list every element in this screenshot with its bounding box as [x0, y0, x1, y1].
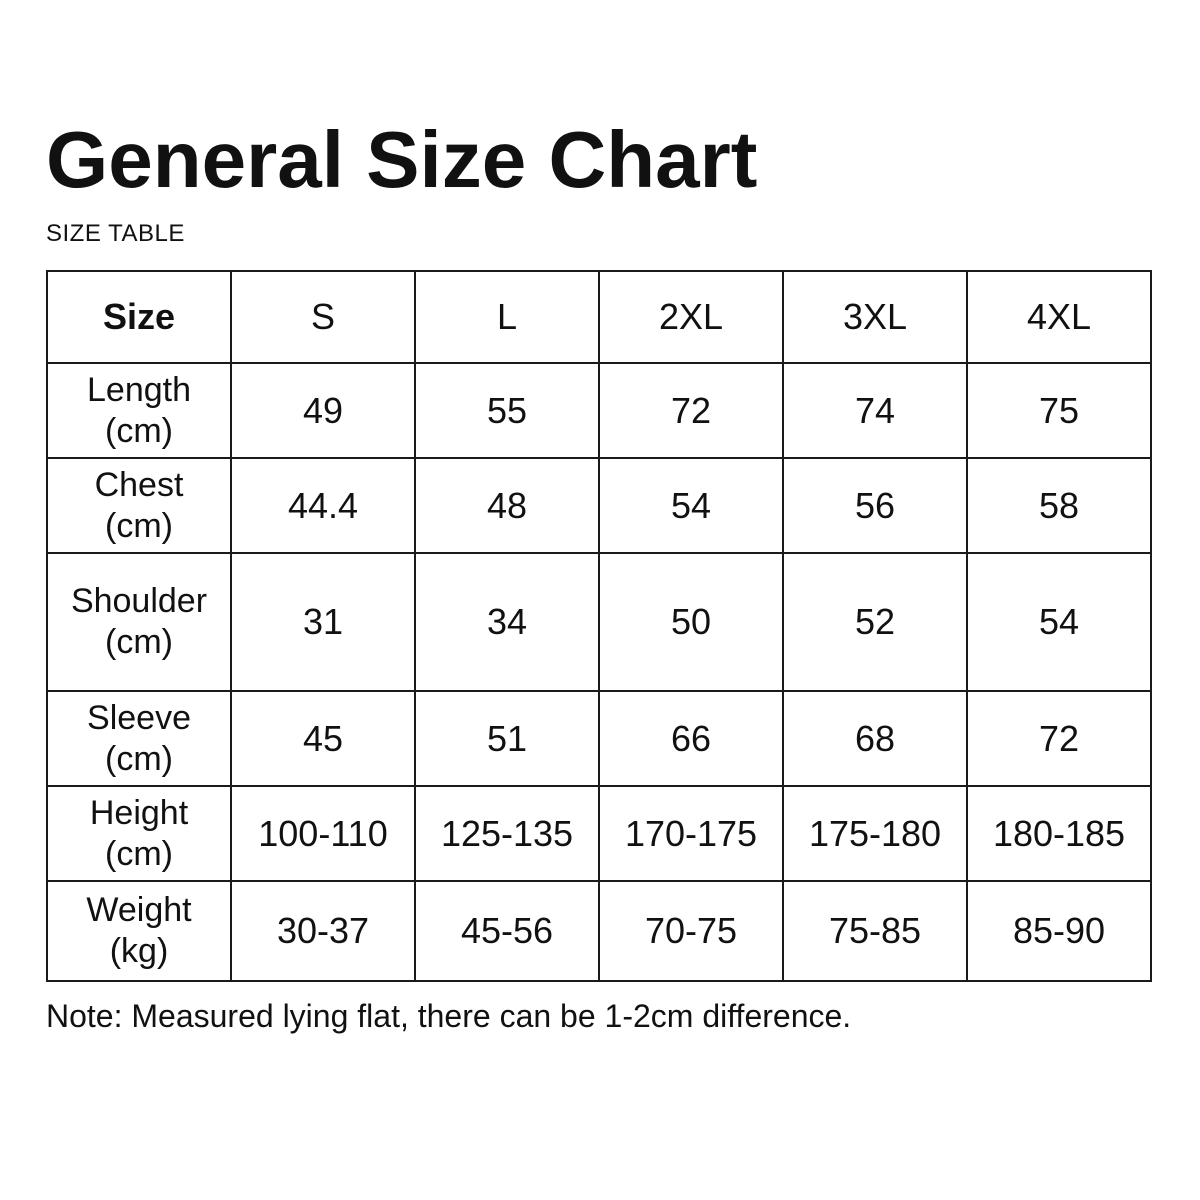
value-cell-shoulder-s: 31 [230, 552, 416, 692]
value-cell-weight-s: 30-37 [230, 880, 416, 982]
row-label-weight: Weight (kg) [46, 880, 232, 982]
page-subtitle: SIZE TABLE [46, 220, 185, 247]
value-cell-sleeve-l: 51 [414, 690, 600, 787]
value-cell-chest-4xl: 58 [966, 457, 1152, 554]
header-cell-size: Size [46, 270, 232, 364]
size-table: Size S L 2XL 3XL 4XL Length (cm) 49 55 72 74 75 Ches… [46, 270, 1152, 982]
value-cell-chest-3xl: 56 [782, 457, 968, 554]
value-cell-sleeve-4xl: 72 [966, 690, 1152, 787]
value-cell-shoulder-l: 34 [414, 552, 600, 692]
table-row-sleeve: Sleeve (cm) 45 51 66 68 72 [46, 690, 1152, 787]
value-cell-chest-l: 48 [414, 457, 600, 554]
table-row-weight: Weight (kg) 30-37 45-56 70-75 75-85 85-90 [46, 880, 1152, 982]
value-cell-height-2xl: 170-175 [598, 785, 784, 882]
row-label-unit: (cm) [105, 506, 173, 545]
value-cell-shoulder-4xl: 54 [966, 552, 1152, 692]
value-cell-height-s: 100-110 [230, 785, 416, 882]
value-cell-sleeve-s: 45 [230, 690, 416, 787]
size-table-header-row: Size S L 2XL 3XL 4XL [46, 270, 1152, 364]
row-label-name: Shoulder [70, 582, 208, 621]
header-cell-2xl: 2XL [598, 270, 784, 364]
value-cell-weight-3xl: 75-85 [782, 880, 968, 982]
row-label-unit: (kg) [109, 932, 169, 970]
value-cell-chest-s: 44.4 [230, 457, 416, 554]
size-table-body: Length (cm) 49 55 72 74 75 Chest (cm) 44.4 48 54 56 5… [46, 362, 1152, 982]
value-cell-chest-2xl: 54 [598, 457, 784, 554]
row-label-chest: Chest (cm) [46, 457, 232, 554]
row-label-shoulder: Shoulder (cm) [46, 552, 232, 692]
value-cell-weight-l: 45-56 [414, 880, 600, 982]
table-row-length: Length (cm) 49 55 72 74 75 [46, 362, 1152, 459]
page-title: General Size Chart [46, 115, 758, 204]
header-cell-3xl: 3XL [782, 270, 968, 364]
value-cell-shoulder-3xl: 52 [782, 552, 968, 692]
value-cell-sleeve-3xl: 68 [782, 690, 968, 787]
value-cell-height-4xl: 180-185 [966, 785, 1152, 882]
header-cell-l: L [414, 270, 600, 364]
row-label-name: Chest [94, 465, 184, 504]
value-cell-sleeve-2xl: 66 [598, 690, 784, 787]
value-cell-weight-4xl: 85-90 [966, 880, 1152, 982]
value-cell-shoulder-2xl: 50 [598, 552, 784, 692]
row-label-name: Weight [86, 891, 192, 930]
value-cell-length-3xl: 74 [782, 362, 968, 459]
table-row-height: Height (cm) 100-110 125-135 170-175 175-180 18… [46, 785, 1152, 882]
row-label-length: Length (cm) [46, 362, 232, 459]
row-label-sleeve: Sleeve (cm) [46, 690, 232, 787]
header-cell-4xl: 4XL [966, 270, 1152, 364]
value-cell-length-4xl: 75 [966, 362, 1152, 459]
row-label-unit: (cm) [105, 834, 173, 873]
table-row-shoulder: Shoulder (cm) 31 34 50 52 54 [46, 552, 1152, 692]
row-label-unit: (cm) [105, 739, 173, 778]
value-cell-length-l: 55 [414, 362, 600, 459]
value-cell-length-2xl: 72 [598, 362, 784, 459]
note-text: Note: Measured lying flat, there can be … [46, 998, 852, 1034]
value-cell-length-s: 49 [230, 362, 416, 459]
row-label-unit: (cm) [105, 411, 173, 450]
row-label-name: Length [87, 370, 191, 409]
table-row-chest: Chest (cm) 44.4 48 54 56 58 [46, 457, 1152, 554]
row-label-height: Height (cm) [46, 785, 232, 882]
row-label-name: Height [89, 793, 189, 832]
header-cell-s: S [230, 270, 416, 364]
row-label-unit: (cm) [105, 623, 173, 661]
row-label-name: Sleeve [87, 698, 191, 737]
value-cell-height-l: 125-135 [414, 785, 600, 882]
value-cell-height-3xl: 175-180 [782, 785, 968, 882]
value-cell-weight-2xl: 70-75 [598, 880, 784, 982]
